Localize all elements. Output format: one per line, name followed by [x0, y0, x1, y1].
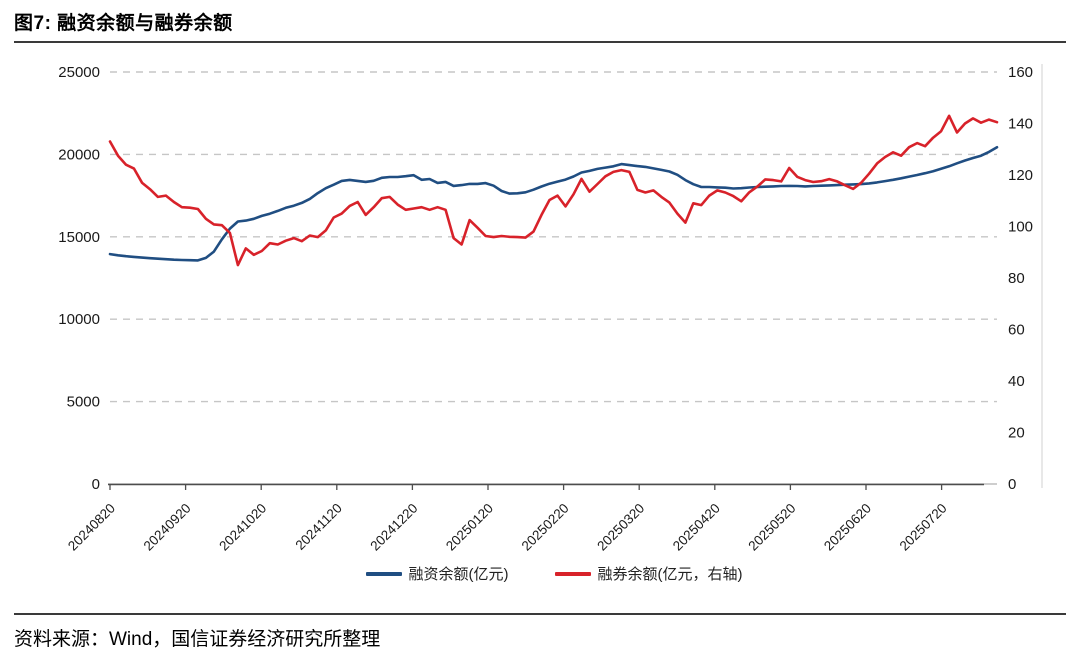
x-axis-label: 20240820	[65, 501, 118, 554]
right-axis-label: 140	[1008, 116, 1033, 133]
x-axis-label: 20250620	[821, 501, 874, 554]
legend-label-securities-lending: 融券余额(亿元，右轴)	[597, 566, 743, 583]
right-axis-label: 120	[1008, 167, 1033, 184]
left-axis-label: 25000	[58, 64, 100, 81]
x-axis-label: 20250520	[745, 501, 798, 554]
right-axis-label: 60	[1008, 322, 1025, 339]
right-axis-label: 20	[1008, 425, 1025, 442]
left-axis-label: 10000	[58, 311, 100, 328]
x-axis-label: 20250320	[594, 501, 647, 554]
financing-balance-line	[108, 146, 999, 262]
right-axis-label: 160	[1008, 64, 1033, 81]
left-axis-label: 15000	[58, 229, 100, 246]
legend-item-financing-balance: 融资余额(亿元)	[365, 563, 509, 584]
x-axis-label: 20241020	[216, 501, 269, 554]
chart-legend: 融资余额(亿元) 融券余额(亿元，右轴)	[110, 563, 998, 584]
legend-swatch-securities-lending-line	[554, 571, 591, 576]
x-axis-label: 20250420	[670, 501, 723, 554]
x-axis-label: 20241120	[293, 501, 345, 553]
title-divider	[14, 41, 1066, 43]
x-axis-label: 20250220	[519, 501, 572, 554]
x-axis-label: 20240920	[141, 501, 194, 554]
source-divider	[14, 613, 1066, 615]
legend-label-financing: 融资余额(亿元)	[408, 566, 509, 583]
right-axis-label: 80	[1008, 270, 1025, 287]
right-axis-label: 100	[1008, 219, 1033, 236]
dual-axis-line-chart: 20240820 20240920 20241020 20241120 20241220…	[58, 64, 1043, 554]
figure-title: 图7: 融资余额与融券余额	[14, 13, 233, 34]
x-axis-label: 20250720	[897, 501, 950, 554]
securities-lending-balance-line	[108, 114, 999, 267]
left-axis-label: 20000	[58, 146, 100, 163]
right-axis-label: 0	[1008, 476, 1016, 493]
x-axis-label: 20241220	[367, 501, 420, 554]
right-axis-label: 40	[1008, 373, 1025, 390]
legend-item-securities-lending-balance: 融券余额(亿元，右轴)	[554, 563, 743, 584]
left-axis-label: 0	[92, 476, 100, 493]
x-axis-label: 20250120	[443, 501, 496, 554]
source-note: 资料来源：Wind，国信证券经济研究所整理	[14, 629, 381, 650]
left-axis-label: 5000	[67, 394, 100, 411]
legend-swatch-financing-line	[365, 571, 402, 576]
